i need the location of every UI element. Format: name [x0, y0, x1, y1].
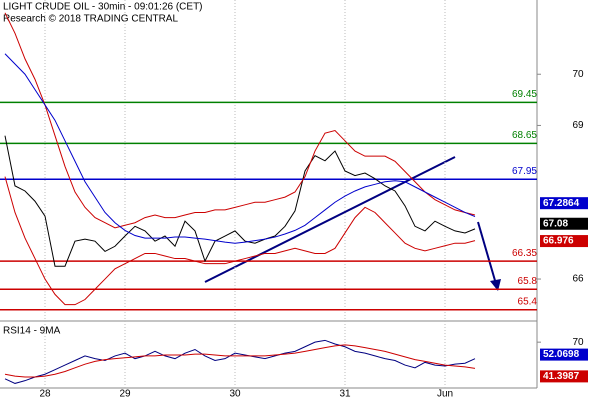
level-label: 65.4	[518, 296, 538, 307]
x-tick-label: 28	[39, 389, 51, 400]
value-box	[540, 217, 588, 230]
arrow	[477, 221, 497, 285]
value-box	[540, 197, 588, 210]
level-label: 69.45	[512, 89, 537, 100]
value-label: 66.976	[543, 236, 574, 247]
arrow-head	[490, 279, 501, 291]
value-box	[540, 370, 588, 383]
x-tick-label: 31	[339, 389, 351, 400]
title: LIGHT CRUDE OIL - 30min - 09:01:26 (CET)	[3, 2, 203, 13]
y-tick-label: 70	[572, 69, 584, 80]
series-line	[4, 344, 476, 378]
value-label: 41.3987	[543, 371, 580, 382]
y-tick-label: 70	[572, 337, 584, 348]
level-label: 68.65	[512, 130, 537, 141]
series-line	[4, 176, 476, 306]
y-tick-label: 69	[572, 120, 584, 131]
level-label: 65.8	[518, 276, 538, 287]
value-box	[540, 235, 588, 248]
series-line	[4, 12, 476, 229]
value-label: 52.0698	[543, 349, 580, 360]
value-box	[540, 348, 588, 361]
value-label: 67.08	[543, 218, 568, 229]
x-tick-label: 29	[119, 389, 131, 400]
series-line	[4, 339, 476, 384]
series-line	[4, 135, 476, 267]
y-tick-label: 66	[572, 274, 584, 285]
panel-title: RSI14 - 9MA	[3, 326, 61, 337]
level-label: 67.95	[512, 166, 537, 177]
x-tick-label: 30	[229, 389, 241, 400]
value-label: 67.2864	[543, 198, 580, 209]
level-label: 66.35	[512, 248, 537, 259]
x-tick-label: Jun	[437, 389, 453, 400]
series-line	[4, 53, 476, 244]
subtitle: Research © 2018 TRADING CENTRAL	[3, 14, 178, 25]
